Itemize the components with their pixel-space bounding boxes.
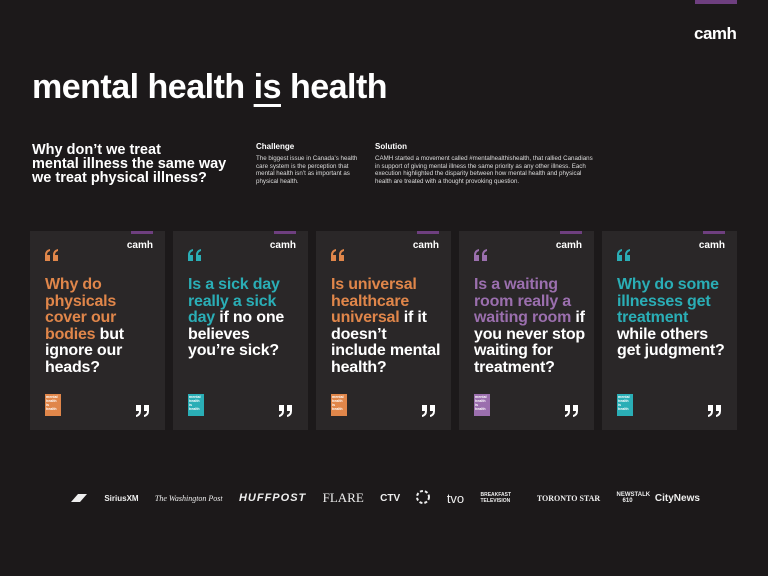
poster-text: Why do physicals cover our bodies but ig… bbox=[45, 276, 157, 376]
poster-brand: camh bbox=[126, 240, 153, 251]
question: Why don’t we treat mental illness the sa… bbox=[32, 142, 227, 186]
poster-text: Why do some illnesses get treatment whil… bbox=[617, 276, 729, 360]
poster-text: Is a sick day really a sick day if no on… bbox=[188, 276, 300, 360]
poster-tab bbox=[703, 231, 725, 234]
media-logo: TORONTO STAR bbox=[536, 493, 601, 503]
quote-mark bbox=[617, 249, 630, 261]
headline-part: health bbox=[289, 68, 388, 106]
poster-badge: mental health is health bbox=[188, 394, 204, 416]
poster-rest: if it doesn’t include mental health? bbox=[331, 309, 441, 376]
quote-mark bbox=[565, 405, 578, 417]
poster: camh Is a sick day really a sick day if n… bbox=[173, 231, 308, 430]
poster: camh Why do some illnesses get treatment … bbox=[602, 231, 737, 430]
headline: mental health is health bbox=[32, 68, 388, 107]
media-logo: The Washington Post bbox=[154, 493, 223, 503]
poster-tab bbox=[131, 231, 153, 234]
accent-bar bbox=[695, 0, 737, 4]
poster-rest: but ignore our heads? bbox=[45, 325, 124, 376]
quote-mark bbox=[136, 405, 149, 417]
poster-badge: mental health is health bbox=[617, 394, 633, 416]
poster-text: Is a waiting room really a waiting room … bbox=[474, 276, 586, 376]
poster-highlight: Is a waiting room really a waiting room bbox=[474, 276, 572, 326]
media-logo: NEWSTALK 610 bbox=[616, 492, 651, 504]
section-heading: Solution bbox=[375, 142, 407, 151]
open-quote bbox=[44, 248, 60, 266]
question-line: mental illness the same way bbox=[32, 156, 227, 172]
challenge: Challenge The biggest issue in Canada’s … bbox=[256, 142, 358, 185]
media-logo: HUFFPOST bbox=[238, 492, 307, 504]
close-quote bbox=[135, 404, 151, 422]
open-quote bbox=[187, 248, 203, 266]
poster-highlight: Why do physicals cover our bodies bbox=[45, 276, 117, 343]
poster-tab bbox=[417, 231, 439, 234]
headline-part: mental health bbox=[32, 68, 245, 106]
quote-mark bbox=[474, 249, 487, 261]
poster: camh Is a waiting room really a waiting r… bbox=[459, 231, 594, 430]
poster-tab bbox=[274, 231, 296, 234]
open-quote bbox=[330, 248, 346, 266]
close-quote bbox=[564, 404, 580, 422]
media-logo: BREAKFAST TELEVISION bbox=[480, 492, 512, 504]
media-logo: SiriusXM bbox=[104, 493, 139, 503]
poster-rest: if no one believes you’re sick? bbox=[188, 309, 285, 359]
quote-mark bbox=[331, 249, 344, 261]
poster-badge: mental health is health bbox=[331, 394, 347, 416]
question-line: we treat physical illness? bbox=[32, 170, 207, 186]
poster-tab bbox=[560, 231, 582, 234]
poster-highlight: Is universal healthcare universal bbox=[331, 276, 417, 326]
poster-badge: mental health is health bbox=[474, 394, 490, 416]
media-logo: CityNews bbox=[654, 492, 700, 504]
poster-highlight: Why do some illnesses get treatment bbox=[617, 276, 719, 326]
section-heading: Challenge bbox=[256, 142, 295, 151]
open-quote bbox=[473, 248, 489, 266]
section-body: The biggest issue in Canada’s health car… bbox=[256, 155, 358, 185]
close-quote bbox=[278, 404, 294, 422]
section-body: CAMH started a movement called #mentalhe… bbox=[375, 155, 593, 185]
poster-brand: camh bbox=[269, 240, 296, 251]
open-quote bbox=[616, 248, 632, 266]
quote-mark bbox=[188, 249, 201, 261]
media-logo: FLARE bbox=[322, 490, 364, 505]
logo-icon bbox=[71, 494, 87, 502]
poster: camh Is universal healthcare universal if… bbox=[316, 231, 451, 430]
brand: camh bbox=[694, 24, 737, 43]
poster-text: Is universal healthcare universal if it … bbox=[331, 276, 443, 376]
media-logo: tvo bbox=[446, 490, 465, 506]
quote-mark bbox=[422, 405, 435, 417]
poster-rest: if you never stop waiting for treatment? bbox=[474, 309, 586, 376]
poster-highlight: Is a sick day really a sick day bbox=[188, 276, 280, 326]
logo-icon bbox=[416, 490, 431, 506]
close-quote bbox=[707, 404, 723, 422]
quote-mark bbox=[708, 405, 721, 417]
question-line: Why don’t we treat bbox=[32, 142, 161, 158]
poster-brand: camh bbox=[412, 240, 439, 251]
poster-badge: mental health is health bbox=[45, 394, 61, 416]
logo-icon bbox=[416, 490, 431, 504]
media-logos: SiriusXM The Washington Post HUFFPOST FLARE… bbox=[70, 488, 700, 508]
close-quote bbox=[421, 404, 437, 422]
quote-mark bbox=[279, 405, 292, 417]
poster-rest: while others get judgment? bbox=[617, 325, 725, 359]
media-logo: CTV bbox=[380, 492, 401, 504]
solution: Solution CAMH started a movement called … bbox=[375, 142, 597, 185]
headline-emphasis: is bbox=[253, 68, 282, 106]
poster-brand: camh bbox=[555, 240, 582, 251]
quote-mark bbox=[45, 249, 58, 261]
poster-brand: camh bbox=[698, 240, 725, 251]
poster: camh Why do physicals cover our bodies bu… bbox=[30, 231, 165, 430]
